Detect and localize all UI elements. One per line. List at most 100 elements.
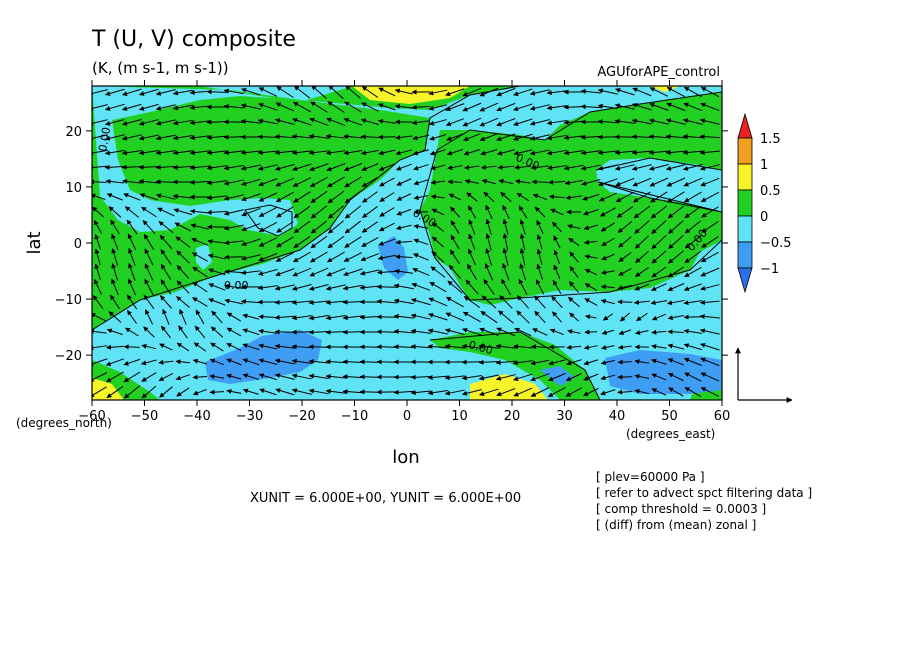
wind-vector [293,205,311,219]
wind-vector [428,119,447,126]
wind-vector [467,205,477,219]
wind-vector [155,150,176,156]
wind-vector [683,283,702,291]
wind-vector [327,176,345,188]
wind-vector [92,206,104,218]
wind-vector [618,251,632,263]
wind-vector [446,133,464,141]
wind-vector [144,263,154,281]
wind-vector [584,329,598,335]
wind-vector [614,164,635,171]
wind-vector [502,263,510,281]
wind-vector [667,329,685,335]
wind-vector [223,209,244,216]
wind-vector [138,103,159,111]
wind-vector [563,119,584,125]
wind-vector [548,359,566,366]
wind-vector [376,284,397,290]
wind-vector [601,345,615,350]
wind-vector [393,344,414,350]
temperature-field [92,86,722,400]
wind-vector [684,387,702,397]
x-tick-label: −50 [131,409,158,424]
wind-vector [207,238,227,244]
wind-vector [445,118,464,127]
wind-vector [172,193,193,199]
wind-vector [447,280,463,294]
wind-vector [192,374,208,380]
wind-vector [648,164,669,171]
wind-vector [529,119,550,126]
wind-vector [547,165,567,171]
wind-vector [651,283,667,291]
wind-vector [430,179,446,185]
wind-vector [501,278,511,296]
wind-vector [143,294,155,310]
wind-vector [513,149,533,156]
wind-vector [432,236,444,248]
wind-vector [547,386,566,398]
wind-vector [513,387,533,397]
wind-vector [241,178,261,186]
wind-vector [466,263,478,281]
wind-vector [189,105,210,111]
wind-vector [325,150,346,156]
wind-vector [241,254,261,261]
wind-vector [274,299,295,305]
wind-vector [325,329,346,335]
x-tick-label: −60 [78,409,105,424]
wind-vector [552,279,562,294]
wind-vector [410,313,431,320]
wind-vector [430,194,445,200]
wind-vector [410,328,431,334]
wind-vector [529,134,550,141]
wind-vector [651,358,667,365]
wind-vector [176,387,190,397]
wind-vector [583,359,599,366]
wind-vector [485,204,493,219]
wind-vector [580,150,601,156]
wind-vector [449,249,461,265]
wind-vector [516,310,530,324]
wind-vector [598,178,618,187]
wind-vector [258,192,278,202]
wind-vector [292,101,311,113]
wind-vector [121,164,142,170]
wind-vector [649,177,669,187]
wind-vector [563,104,584,110]
wind-vector [429,281,447,293]
wind-vector [92,358,108,367]
wind-vector [226,312,242,322]
wind-vector [411,298,431,306]
wind-vector [93,219,103,234]
wind-vector [121,134,142,141]
wind-vector [192,388,207,396]
wind-vector [342,329,363,335]
wind-vector [481,295,497,309]
wind-vector [274,358,295,365]
wind-vector [139,88,159,96]
wind-vector [308,150,329,156]
wind-vector [241,223,261,232]
wind-vector [361,221,379,233]
wind-vector [580,104,601,110]
wind-vector [665,118,686,125]
wind-vector [344,176,362,188]
wind-vector [683,357,702,366]
wind-vector [361,176,379,188]
wind-vector [700,177,720,187]
colorbar-top-triangle [737,112,753,139]
wind-vector [192,281,208,293]
wind-vector [617,344,632,350]
wind-vector [176,250,190,264]
wind-vector [412,149,429,156]
wind-vector [343,163,362,172]
wind-vector [327,235,345,249]
wind-vector [444,343,465,349]
wind-vector [92,104,108,111]
wind-vector [157,207,175,217]
wind-vector [125,327,139,337]
wind-vector [446,149,463,156]
x-tick-label: −40 [183,409,210,424]
wind-vector [530,373,550,382]
